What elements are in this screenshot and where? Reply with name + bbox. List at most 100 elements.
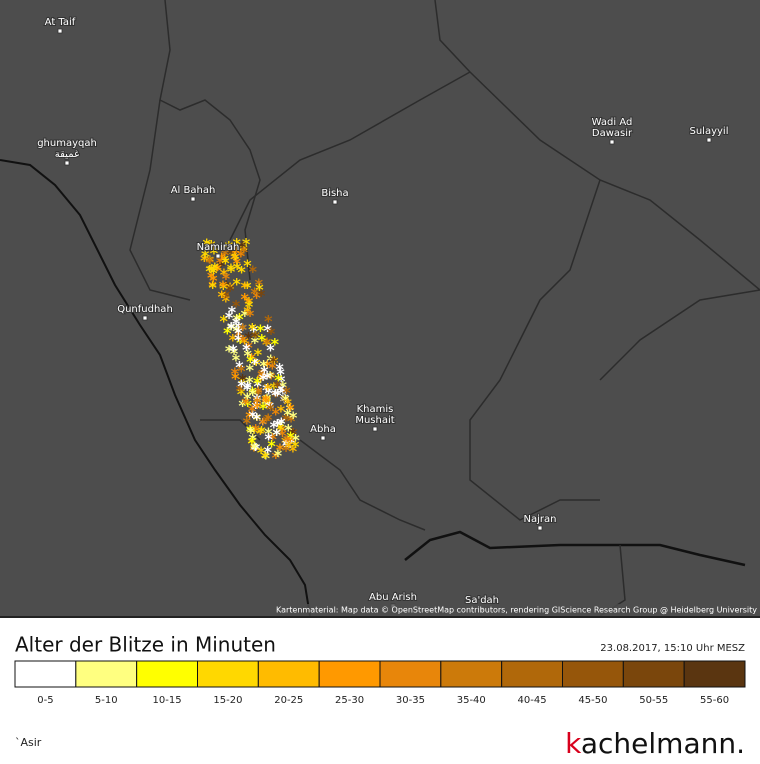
strike: * — [246, 306, 255, 325]
strike: * — [262, 392, 271, 411]
border — [229, 71, 471, 241]
strike: * — [225, 342, 234, 361]
strike: * — [236, 381, 245, 400]
strike: * — [216, 253, 225, 272]
strike: * — [274, 446, 283, 465]
strike: * — [244, 294, 253, 313]
strike: * — [251, 398, 260, 417]
strike: * — [217, 257, 226, 276]
map-lines — [0, 0, 760, 617]
strike: * — [222, 287, 231, 306]
strike: * — [263, 368, 272, 387]
strike: * — [269, 429, 278, 448]
strike: * — [277, 371, 286, 390]
strike: * — [241, 306, 250, 325]
strike: * — [259, 370, 268, 389]
strike: * — [243, 256, 252, 275]
strike: * — [277, 414, 286, 433]
strike: * — [223, 323, 232, 342]
strike: * — [252, 440, 261, 459]
strike: * — [213, 261, 222, 280]
strike: * — [256, 321, 265, 340]
strike: * — [264, 429, 273, 448]
strike: * — [221, 254, 230, 273]
strike: * — [287, 424, 296, 443]
strike: * — [232, 274, 241, 293]
strike: * — [209, 278, 218, 297]
legend-label: 0-5 — [37, 695, 53, 706]
strike: * — [269, 352, 278, 371]
strike: * — [283, 405, 292, 424]
strike: * — [245, 408, 254, 427]
place-label: غميقة — [55, 149, 79, 160]
strike: * — [222, 292, 231, 311]
strike: * — [284, 395, 293, 414]
strike: * — [234, 330, 243, 349]
place-marker — [609, 139, 615, 145]
strike: * — [207, 268, 216, 287]
legend-label: 20-25 — [274, 695, 303, 706]
place-marker — [57, 28, 63, 34]
border — [299, 439, 426, 531]
strike: * — [270, 418, 279, 437]
strike: * — [261, 394, 270, 413]
strike: * — [238, 320, 247, 339]
strike: * — [239, 320, 248, 339]
strike: * — [287, 433, 296, 452]
lightning-strikes: ******* ******************************** *… — [200, 235, 300, 468]
strike: * — [209, 271, 218, 290]
strike: * — [291, 431, 300, 450]
strike: * — [271, 405, 280, 424]
strike: * — [258, 365, 267, 384]
strike: * — [254, 383, 263, 402]
place-marker — [372, 426, 378, 432]
strike: * — [254, 385, 263, 404]
strike: * — [264, 397, 273, 416]
strike: * — [250, 284, 259, 303]
strike: * — [232, 296, 241, 315]
strike: * — [241, 278, 250, 297]
strike: * — [238, 373, 247, 392]
strike: * — [226, 279, 235, 298]
strike: * — [207, 236, 216, 255]
strike: * — [235, 309, 244, 328]
place-marker — [142, 315, 148, 321]
attribution: Kartenmaterial: Map data © OpenStreetMap… — [276, 606, 757, 615]
strike: * — [227, 260, 236, 279]
strike: * — [220, 251, 229, 270]
strike: * — [218, 287, 227, 306]
strike: * — [260, 363, 269, 382]
legend-swatch — [379, 660, 442, 688]
legend-swatch — [257, 660, 320, 688]
strike: * — [222, 277, 231, 296]
strike: * — [247, 434, 256, 453]
strike: * — [236, 333, 245, 352]
brand-first: k — [565, 727, 582, 760]
legend-label: 5-10 — [95, 695, 118, 706]
border — [200, 419, 261, 441]
place-label: At Taif — [45, 17, 76, 28]
legend-title: Alter der Blitze in Minuten — [15, 633, 276, 657]
strike: * — [267, 324, 276, 343]
strike: * — [289, 408, 298, 427]
strike: * — [234, 323, 243, 342]
strike: * — [237, 377, 246, 396]
strike: * — [232, 235, 241, 254]
border — [599, 289, 760, 381]
strike: * — [232, 350, 241, 369]
strike: * — [259, 399, 268, 418]
strike: * — [217, 249, 226, 268]
strike: * — [234, 327, 243, 346]
brand-rest: achelmann. — [581, 727, 745, 760]
strike: * — [251, 333, 260, 352]
strike: * — [286, 428, 295, 447]
strike: * — [272, 387, 281, 406]
strike: * — [271, 386, 280, 405]
strike: * — [241, 289, 250, 308]
strike: * — [221, 288, 230, 307]
legend-label: 40-45 — [518, 695, 547, 706]
legend-swatch — [318, 660, 381, 688]
strike: * — [240, 333, 249, 352]
legend-label: 50-55 — [639, 695, 668, 706]
